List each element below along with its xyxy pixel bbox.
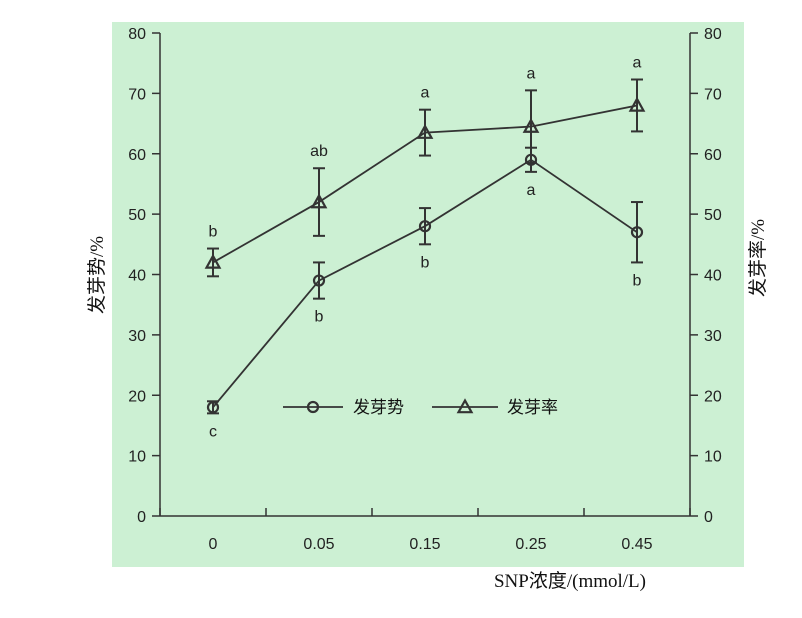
legend-label: 发芽势 — [353, 398, 404, 418]
legend-entry: 发芽率 — [432, 398, 558, 418]
left-tick-label: 20 — [128, 388, 146, 405]
x-tick-label: 0.45 — [621, 536, 652, 553]
left-tick-label: 0 — [137, 509, 146, 526]
point-marker-circle — [306, 400, 320, 414]
left-axis-ticks: 0 10 20 30 40 50 60 70 80 — [128, 26, 160, 526]
x-tick-label: 0 — [209, 536, 218, 553]
left-tick-label: 30 — [128, 328, 146, 345]
right-tick-label: 50 — [704, 207, 722, 224]
significance-label: b — [315, 309, 324, 326]
right-tick-label: 0 — [704, 509, 713, 526]
legend-label: 发芽率 — [507, 398, 558, 418]
significance-label: b — [421, 254, 430, 271]
point-marker-triangle — [522, 117, 540, 133]
point-marker-circle — [418, 220, 432, 233]
right-tick-label: 40 — [704, 268, 722, 285]
point-marker-circle — [630, 226, 644, 239]
left-tick-label: 70 — [128, 86, 146, 103]
right-tick-label: 80 — [704, 26, 722, 43]
left-tick-label: 50 — [128, 207, 146, 224]
significance-label: c — [209, 423, 217, 440]
point-marker-triangle — [204, 253, 222, 269]
right-tick-label: 20 — [704, 388, 722, 405]
significance-label: a — [633, 54, 642, 71]
point-marker-triangle — [456, 398, 474, 414]
point-marker-triangle — [416, 123, 434, 139]
x-tick-label: 0.05 — [303, 536, 334, 553]
right-axis-ticks: 0 10 20 30 40 50 60 70 80 — [690, 26, 722, 526]
significance-label: a — [527, 182, 536, 199]
left-tick-label: 60 — [128, 147, 146, 164]
point-marker-circle — [312, 274, 326, 287]
point-marker-circle — [206, 401, 220, 414]
significance-label: b — [209, 224, 218, 241]
right-tick-label: 60 — [704, 147, 722, 164]
left-tick-label: 10 — [128, 449, 146, 466]
point-marker-triangle — [310, 193, 328, 209]
right-tick-label: 70 — [704, 86, 722, 103]
plot-background — [112, 22, 744, 567]
x-tick-label: 0.15 — [409, 536, 440, 553]
legend-entry: 发芽势 — [283, 398, 404, 418]
significance-label: b — [633, 272, 642, 289]
significance-label: a — [527, 65, 536, 82]
left-axis-title: 发芽势/% — [86, 236, 108, 314]
significance-label: ab — [310, 143, 328, 160]
x-axis-ticks: 0 0.05 0.15 0.25 0.45 — [159, 508, 691, 553]
left-tick-label: 40 — [128, 268, 146, 285]
left-tick-label: 80 — [128, 26, 146, 43]
x-tick-label: 0.25 — [515, 536, 546, 553]
significance-label: a — [421, 85, 430, 102]
right-tick-label: 30 — [704, 328, 722, 345]
legend: 发芽势 发芽率 — [283, 398, 558, 418]
right-axis-title: 发芽率/% — [747, 219, 769, 297]
point-marker-triangle — [628, 96, 646, 112]
x-axis-title: SNP浓度/(mmol/L) — [494, 570, 646, 592]
right-tick-label: 10 — [704, 449, 722, 466]
